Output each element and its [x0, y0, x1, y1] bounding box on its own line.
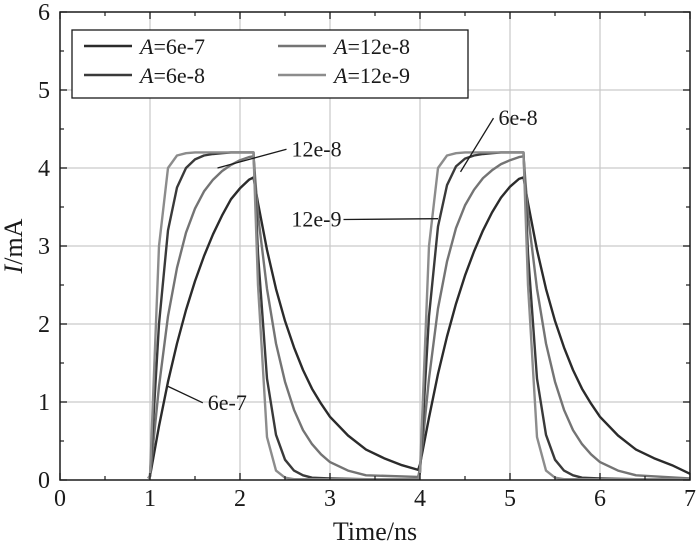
annotation-label-2: 6e-8 [499, 105, 538, 130]
y-tick-label: 0 [38, 468, 50, 494]
x-tick-label: 1 [144, 486, 156, 512]
y-tick-label: 6 [38, 0, 50, 26]
x-tick-label: 5 [504, 486, 516, 512]
legend-box [71, 29, 469, 99]
annotation-leader [459, 117, 495, 173]
x-tick-label: 2 [234, 486, 246, 512]
legend-entry-2: A=12e-8 [332, 34, 410, 59]
annotation-label-4: 6e-7 [208, 390, 247, 415]
x-axis-label: Time/ns [333, 517, 417, 546]
annotation-leader [217, 148, 287, 169]
y-tick-label: 3 [38, 234, 50, 260]
y-tick-label: 2 [38, 312, 50, 338]
legend: A=6e-7 A=12e-8 A=6e-8 A=12e-9 [71, 29, 469, 99]
legend-entry-1: A=6e-7 [138, 34, 205, 59]
series-lines [147, 151, 691, 481]
x-tick-label: 0 [54, 486, 66, 512]
annotation-leader [343, 218, 439, 221]
y-axis-label-unit: /mA [0, 218, 28, 264]
annotation-label-3: 12e-9 [291, 207, 341, 232]
x-tick-label: 6 [594, 486, 606, 512]
legend-entry-3: A=6e-8 [138, 63, 205, 88]
series-line-2 [147, 155, 691, 480]
annotation-label-1: 12e-8 [292, 136, 342, 161]
series-line-4 [147, 151, 690, 481]
y-axis-label: I/mA [0, 218, 28, 274]
x-tick-label: 3 [324, 486, 336, 512]
y-axis-label-var: I [0, 263, 28, 274]
x-tick-label: 7 [684, 486, 696, 512]
y-tick-label: 5 [38, 78, 50, 104]
legend-entry-4: A=12e-9 [332, 63, 410, 88]
annotations: 12e-8 6e-8 12e-9 6e-7 [167, 105, 538, 415]
x-tick-label: 4 [414, 486, 426, 512]
series-line-1 [147, 176, 691, 480]
annotation-leader [167, 385, 204, 404]
axis-ticks: 0 1 2 3 4 5 6 7 0 1 2 3 4 5 6 [38, 0, 696, 512]
y-tick-label: 1 [38, 390, 50, 416]
y-tick-label: 4 [38, 156, 50, 182]
